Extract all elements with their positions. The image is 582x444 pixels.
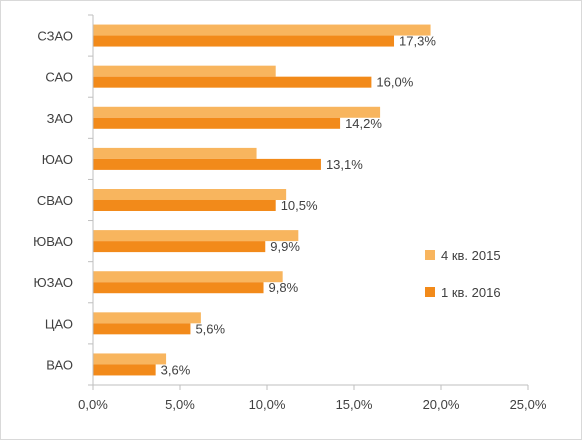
data-label-2016-9: 3,6% (161, 362, 191, 377)
data-labels-layer: 17,3% 16,0% 14,2% 13,1% 10,5% 9,9% 9,8% 5,6% 3,6… (161, 34, 437, 378)
legend-swatch-2016 (425, 287, 435, 297)
bar-2016-9 (93, 364, 156, 376)
bar-2016-4 (93, 158, 321, 170)
data-label-2016-6: 9,9% (270, 239, 300, 254)
legend-label-2016: 1 кв. 2016 (441, 285, 501, 300)
bar-2015-3 (93, 106, 381, 118)
category-label-6: ЮВАО (33, 234, 73, 249)
bar-2015-2 (93, 65, 276, 77)
data-label-2016-4: 13,1% (326, 157, 363, 172)
data-label-2016-2: 16,0% (376, 75, 413, 90)
bar-2015-6 (93, 230, 299, 242)
legend-label-2015: 4 кв. 2015 (441, 248, 501, 263)
category-label-2: САО (45, 70, 73, 85)
category-label-9: ВАО (46, 357, 73, 372)
data-label-2016-8: 5,6% (195, 321, 225, 336)
bar-2016-7 (93, 282, 264, 294)
bar-2015-5 (93, 189, 287, 200)
legend-swatch-2015 (425, 250, 435, 260)
category-label-8: ЦАО (45, 316, 73, 331)
category-label-1: СЗАО (37, 29, 73, 44)
bar-2016-8 (93, 323, 191, 335)
bar-2015-8 (93, 312, 201, 324)
data-label-2016-5: 10,5% (281, 198, 318, 213)
bar-2016-2 (93, 76, 372, 88)
bar-2016-6 (93, 241, 266, 253)
category-label-7: ЮЗАО (34, 275, 73, 290)
bar-2016-5 (93, 200, 276, 211)
x-tick-label-3: 10,0% (249, 397, 286, 412)
x-tick-label-6: 25,0% (510, 397, 547, 412)
legend: 4 кв. 2015 1 кв. 2016 (425, 248, 501, 300)
data-label-2016-7: 9,8% (269, 280, 299, 295)
data-label-2016-3: 14,2% (345, 116, 382, 131)
bars-layer (93, 24, 431, 376)
bar-2015-1 (93, 24, 431, 36)
x-tick-label-4: 15,0% (336, 397, 373, 412)
bar-2016-3 (93, 117, 341, 129)
x-tick-label-5: 20,0% (423, 397, 460, 412)
category-label-4: ЮАО (42, 152, 73, 167)
bar-2016-1 (93, 35, 395, 47)
x-axis: 0,0% 5,0% 10,0% 15,0% 20,0% 25,0% (78, 384, 547, 412)
x-tick-label-1: 0,0% (78, 397, 108, 412)
bar-2015-7 (93, 271, 283, 283)
x-tick-label-2: 5,0% (165, 397, 195, 412)
bar-2015-4 (93, 147, 257, 159)
category-label-3: ЗАО (47, 111, 73, 126)
data-label-2016-1: 17,3% (399, 34, 436, 49)
bar-2015-9 (93, 353, 167, 365)
y-axis: СЗАО САО ЗАО ЮАО СВАО ЮВАО ЮЗАО ЦАО ВАО (33, 14, 94, 386)
category-label-5: СВАО (37, 193, 73, 208)
